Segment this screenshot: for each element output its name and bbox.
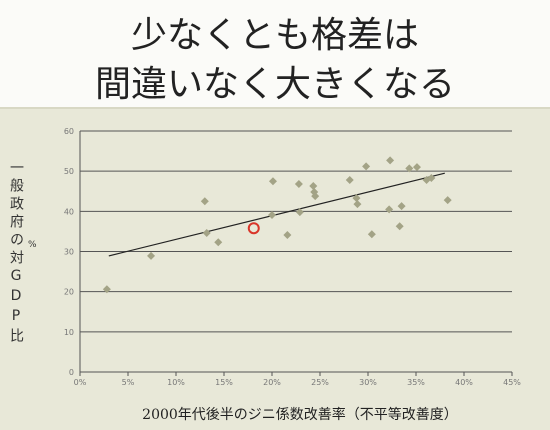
highlight-point	[247, 222, 260, 235]
y-tick-label: 40	[64, 207, 74, 216]
chart-background	[0, 107, 550, 430]
y-tick-label: 60	[64, 127, 74, 136]
point	[294, 180, 303, 189]
point	[102, 285, 111, 294]
x-tick-label: 45%	[503, 378, 521, 387]
point	[386, 156, 395, 165]
point	[353, 200, 362, 209]
point	[443, 196, 452, 205]
point	[367, 230, 376, 239]
point	[200, 197, 209, 206]
point	[385, 205, 394, 214]
x-tick-label: 25%	[311, 378, 329, 387]
x-axis-label: 2000年代後半のジニ係数改善率（不平等改善度）	[142, 407, 458, 423]
point	[295, 208, 304, 217]
y-tick-label: 20	[64, 288, 74, 297]
x-tick-label: 0%	[74, 378, 87, 387]
x-tick-label: 35%	[407, 378, 425, 387]
x-tick-label: 30%	[359, 378, 377, 387]
y-tick-label: 30	[64, 248, 74, 257]
point	[214, 238, 223, 247]
point	[202, 229, 211, 238]
trendline	[108, 172, 445, 257]
point	[397, 202, 406, 211]
point	[147, 251, 156, 260]
point	[405, 164, 414, 173]
point	[352, 194, 361, 203]
point	[395, 222, 404, 231]
y-tick-label: 0	[69, 368, 74, 377]
x-tick-label: 40%	[455, 378, 473, 387]
x-tick-label: 10%	[167, 378, 185, 387]
point	[268, 177, 277, 186]
point	[283, 231, 292, 240]
y-axis-unit: %	[28, 240, 37, 250]
x-tick-label: 5%	[122, 378, 135, 387]
point	[427, 173, 436, 182]
x-tick-label: 15%	[215, 378, 233, 387]
point	[309, 182, 318, 191]
point	[268, 210, 276, 219]
y-tick-label: 50	[64, 167, 74, 176]
title: 少なくとも格差は	[130, 15, 419, 56]
y-tick-label: 10	[64, 328, 74, 337]
point	[412, 163, 421, 172]
subtitle: 間違いなく大きくなる	[94, 64, 455, 105]
point	[345, 176, 354, 185]
point	[362, 162, 371, 171]
point	[311, 192, 320, 201]
y-axis-label: 一般政府の対GDP比	[8, 160, 24, 346]
x-tick-label: 20%	[263, 378, 281, 387]
